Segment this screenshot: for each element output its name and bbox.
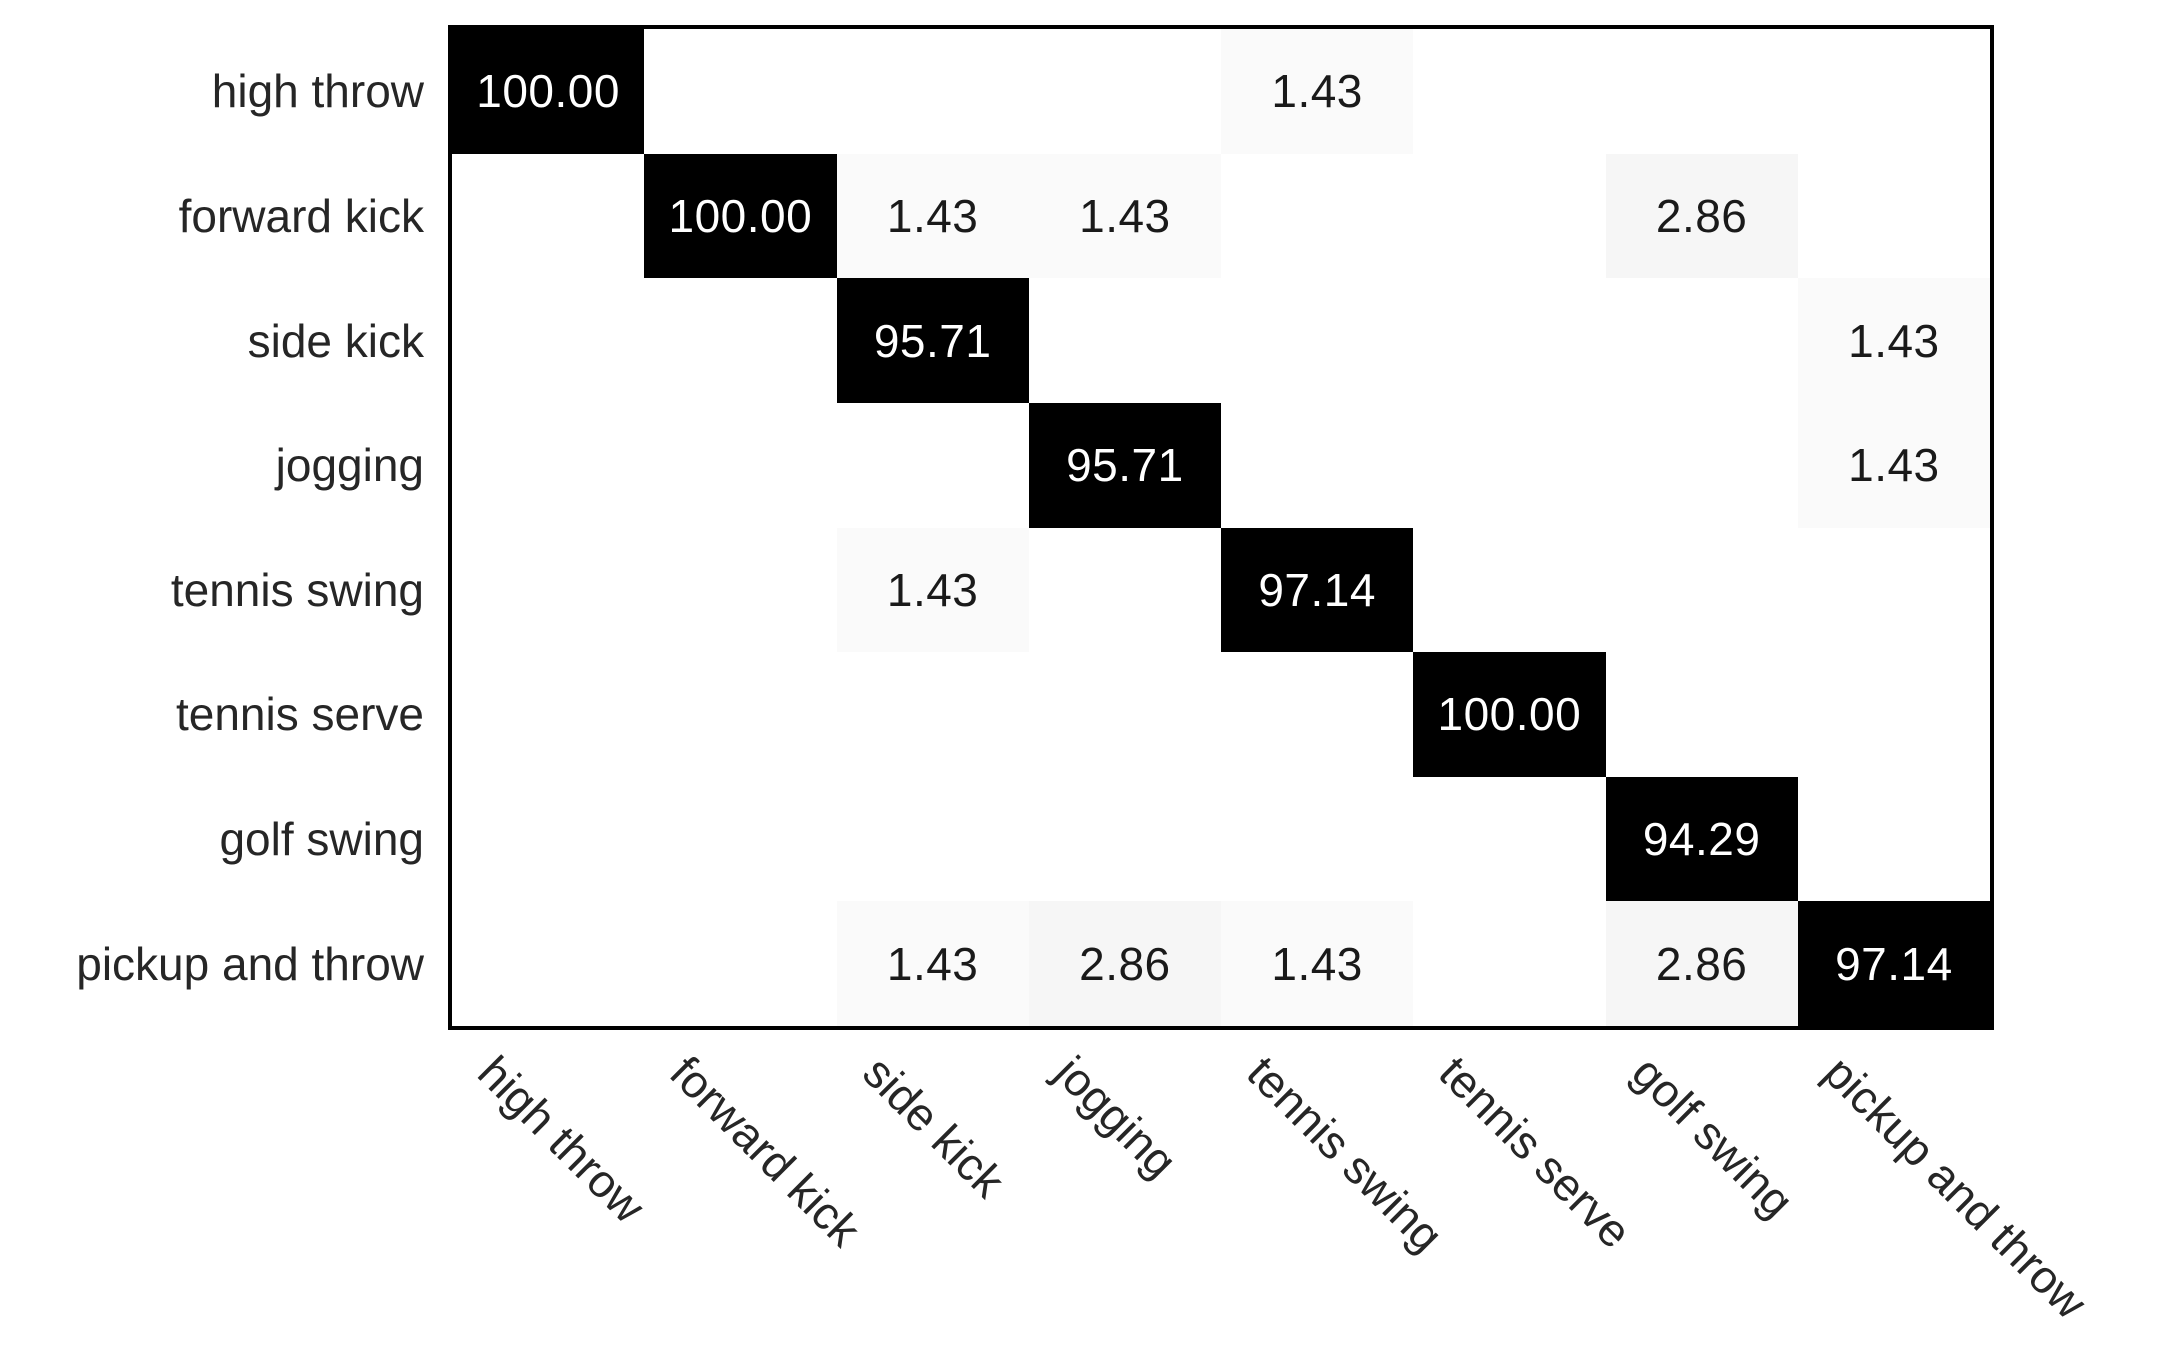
matrix-plot-area: 100.00 1.43 100.00 1.43 1.43 2.86 95.71 1.43 95.… [448, 25, 1994, 1030]
y-tick-label-forward-kick: forward kick [178, 189, 424, 242]
matrix-cell-jogging-vs-jogging: 95.71 [1028, 402, 1221, 528]
matrix-cell-tennis-serve-vs-tennis-serve: 100.00 [1413, 652, 1606, 777]
matrix-cell-pickup-and-throw-vs-pickup-and-throw: 97.14 [1797, 901, 1990, 1026]
x-tick-label-high-throw: high throw [468, 1045, 656, 1233]
y-tick-label-tennis-serve: tennis serve [175, 688, 424, 741]
x-tick-label-forward-kick: forward kick [660, 1045, 872, 1257]
matrix-cell-jogging-vs-pickup-and-throw: 1.43 [1797, 402, 1990, 528]
x-tick-label-side-kick: side kick [852, 1045, 1015, 1208]
matrix-cell-high-throw-vs-high-throw: 100.00 [452, 29, 645, 154]
matrix-cell-forward-kick-vs-jogging: 1.43 [1028, 153, 1221, 279]
matrix-cell-side-kick-vs-pickup-and-throw: 1.43 [1797, 278, 1990, 403]
y-tick-label-pickup-and-throw: pickup and throw [76, 937, 424, 990]
y-tick-label-golf-swing: golf swing [219, 813, 424, 866]
y-tick-label-jogging: jogging [275, 439, 424, 492]
matrix-cell-golf-swing-vs-golf-swing: 94.29 [1605, 776, 1798, 902]
matrix-cell-tennis-swing-vs-side-kick: 1.43 [836, 527, 1029, 653]
x-tick-label-pickup-and-throw: pickup and throw [1814, 1045, 2097, 1329]
y-tick-label-side-kick: side kick [247, 314, 424, 367]
x-tick-label-golf-swing: golf swing [1621, 1045, 1804, 1228]
matrix-cell-forward-kick-vs-golf-swing: 2.86 [1605, 153, 1798, 279]
matrix-cell-forward-kick-vs-forward-kick: 100.00 [644, 153, 837, 279]
x-tick-label-jogging: jogging [1045, 1045, 1187, 1188]
y-tick-label-high-throw: high throw [211, 65, 424, 118]
matrix-cell-pickup-and-throw-vs-tennis-swing: 1.43 [1221, 901, 1414, 1026]
x-tick-label-tennis-serve: tennis serve [1429, 1045, 1642, 1259]
y-tick-label-tennis-swing: tennis swing [170, 563, 424, 616]
matrix-cell-tennis-swing-vs-tennis-swing: 97.14 [1221, 527, 1414, 653]
x-tick-label-tennis-swing: tennis swing [1237, 1045, 1454, 1262]
matrix-cell-pickup-and-throw-vs-golf-swing: 2.86 [1605, 901, 1798, 1026]
matrix-cell-pickup-and-throw-vs-side-kick: 1.43 [836, 901, 1029, 1026]
matrix-cell-high-throw-vs-tennis-swing: 1.43 [1221, 29, 1414, 154]
matrix-cell-pickup-and-throw-vs-jogging: 2.86 [1028, 901, 1221, 1026]
matrix-cell-side-kick-vs-side-kick: 95.71 [836, 278, 1029, 403]
matrix-cell-forward-kick-vs-side-kick: 1.43 [836, 153, 1029, 279]
